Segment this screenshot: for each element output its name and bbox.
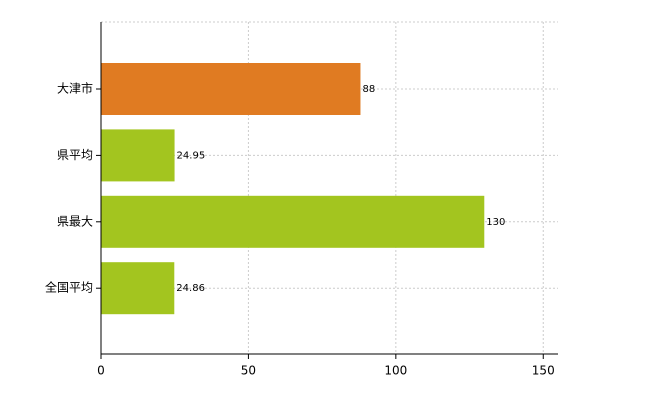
value-label: 24.95 [177, 150, 206, 161]
value-label: 88 [362, 84, 375, 95]
bar [101, 195, 485, 248]
x-tick-label: 50 [241, 364, 256, 378]
bar [101, 63, 361, 115]
y-tick-label: 全国平均 [45, 280, 93, 295]
value-label: 130 [486, 217, 505, 228]
y-tick-label: 県平均 [57, 148, 93, 162]
y-tick-label: 大津市 [57, 81, 93, 96]
bar [101, 262, 175, 315]
x-tick-label: 0 [97, 364, 105, 378]
value-label: 24.86 [176, 283, 205, 294]
bar [101, 129, 175, 182]
x-tick-label: 100 [384, 364, 407, 378]
x-tick-label: 150 [532, 364, 555, 378]
y-tick-label: 県最大 [57, 214, 93, 228]
